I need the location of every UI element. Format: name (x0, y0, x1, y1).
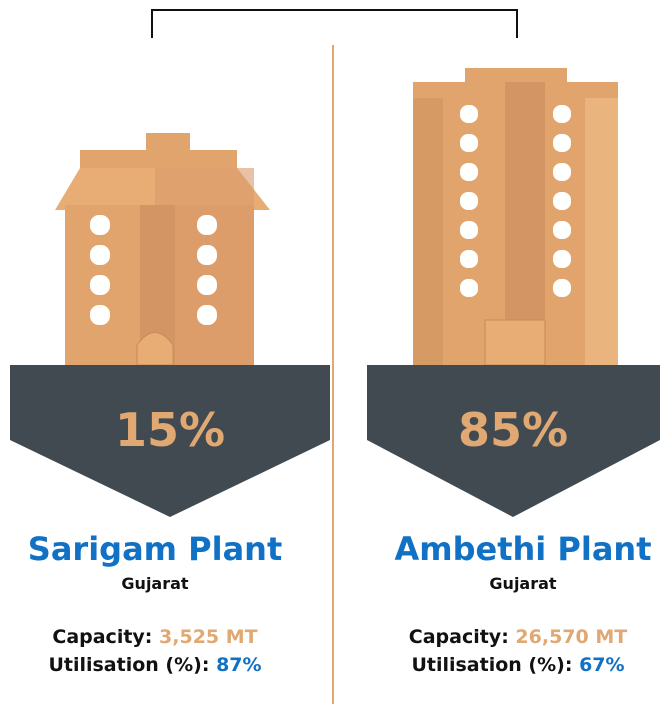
utilisation-line: Utilisation (%): 87% (48, 654, 261, 676)
bracket (152, 10, 517, 38)
infographic: 15% 85% Sarigam Plant Ambethi Plant Guja… (0, 0, 663, 704)
plant-name: Ambethi Plant (395, 530, 652, 568)
capacity-line: Capacity: 3,525 MT (52, 626, 257, 648)
plant-name: Sarigam Plant (28, 530, 282, 568)
utilisation-line: Utilisation (%): 67% (411, 654, 624, 676)
capacity-line: Capacity: 26,570 MT (409, 626, 627, 648)
capacity: 26,570 MT (515, 626, 627, 648)
utilisation: 87% (216, 654, 261, 676)
utilisation: 67% (579, 654, 624, 676)
building-left (55, 133, 270, 365)
share: 15% (115, 403, 225, 457)
capacity-label: Capacity: (52, 626, 152, 648)
share: 85% (458, 403, 568, 457)
building-right (413, 68, 618, 365)
utilisation-label: Utilisation (%): (411, 654, 572, 676)
capacity: 3,525 MT (159, 626, 258, 648)
plant-state: Gujarat (489, 574, 556, 593)
utilisation-label: Utilisation (%): (48, 654, 209, 676)
plant-state: Gujarat (121, 574, 188, 593)
capacity-label: Capacity: (409, 626, 509, 648)
